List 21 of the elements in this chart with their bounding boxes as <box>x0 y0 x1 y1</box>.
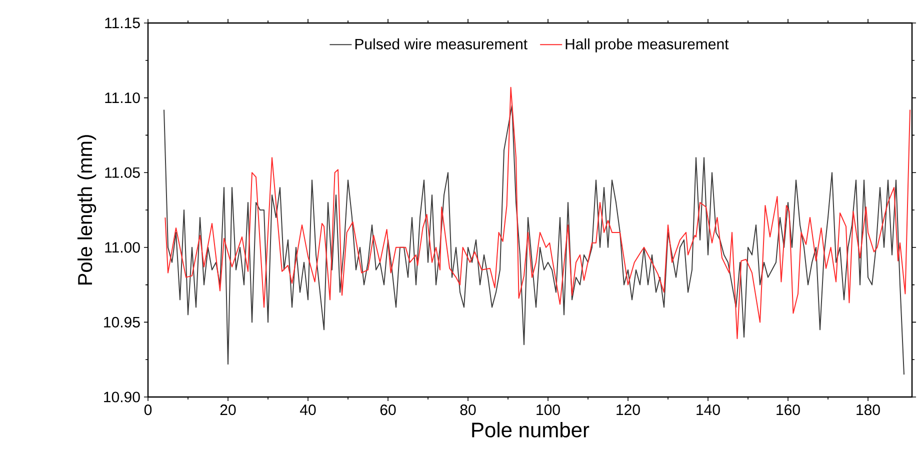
x-tick-label: 140 <box>696 404 720 416</box>
legend-label: Hall probe measurement <box>566 38 729 52</box>
x-tick-label: 40 <box>300 404 316 416</box>
x-tick-label: 160 <box>776 404 800 416</box>
x-tick-label: 0 <box>144 404 152 416</box>
y-tick-label: 11.05 <box>105 167 140 178</box>
x-tick-label: 120 <box>616 404 640 416</box>
x-tick-label: 20 <box>220 404 236 416</box>
x-tick-label: 80 <box>460 404 476 416</box>
line-series <box>164 104 905 376</box>
legend-label: Pulsed wire measurement <box>355 38 528 50</box>
x-tick-label: 180 <box>856 404 880 416</box>
y-axis-title: Pole length (mm) <box>77 135 96 284</box>
y-tick-label: 11.15 <box>105 18 140 28</box>
y-tick-label: 11.10 <box>105 92 140 104</box>
x-tick-label: 100 <box>536 404 560 416</box>
x-tick-label: 60 <box>380 404 396 416</box>
x-axis-title: Pole number <box>472 422 590 438</box>
y-tick-label: 10.90 <box>104 392 140 402</box>
y-tick-label: 11.00 <box>105 242 140 253</box>
y-tick-label: 10.95 <box>104 316 140 328</box>
